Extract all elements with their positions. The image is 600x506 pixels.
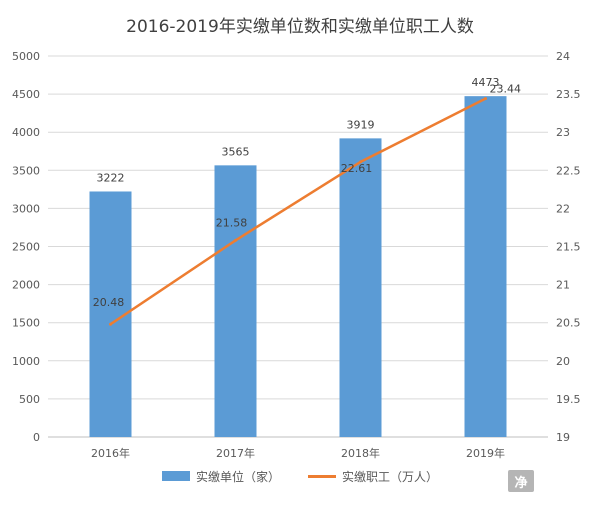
bar <box>214 165 257 438</box>
x-tick-label: 2019年 <box>466 446 505 460</box>
y-left-tick-label: 5000 <box>12 50 40 63</box>
line-series <box>109 97 487 326</box>
legend-line-label: 实缴职工（万人） <box>342 469 439 484</box>
line-point <box>109 322 112 326</box>
y-left-tick-label: 3500 <box>12 164 40 177</box>
bar-data-label: 3565 <box>222 145 250 158</box>
y-left-tick-label: 4000 <box>12 126 40 139</box>
y-right-tick-label: 19 <box>556 431 570 444</box>
y-right-tick-label: 19.5 <box>556 393 581 406</box>
y-left-tick-label: 3000 <box>12 202 40 215</box>
bar <box>464 96 507 437</box>
y-left-tick-label: 4500 <box>12 88 40 101</box>
x-tick-label: 2018年 <box>341 446 380 460</box>
x-tick-label: 2016年 <box>91 446 130 460</box>
legend-item-line-series: 实缴职工（万人） <box>308 468 438 485</box>
y-left-tick-label: 0 <box>33 431 40 444</box>
chart-title: 2016-2019年实缴单位数和实缴单位职工人数 <box>126 17 474 37</box>
y-right-tick-label: 22.5 <box>556 164 581 177</box>
y-right-tick-label: 24 <box>556 50 570 63</box>
chart-legend: 实缴单位（家） 实缴职工（万人） <box>0 466 600 486</box>
legend-line-swatch <box>308 474 336 478</box>
y-left-tick-label: 1000 <box>12 355 40 368</box>
y-right-tick-label: 23 <box>556 126 570 139</box>
y-left-tick-label: 2500 <box>12 241 40 254</box>
legend-bar-label: 实缴单位（家） <box>195 469 280 484</box>
line-point <box>234 238 237 242</box>
y-right-tick-label: 22 <box>556 202 570 215</box>
chart-canvas: 2016-2019年实缴单位数和实缴单位职工人数 0 500 1000 1500 2000… <box>12 17 581 460</box>
watermark-logo: 净 <box>508 470 534 492</box>
line-data-label: 21.58 <box>216 216 248 229</box>
bar-data-label: 4473 <box>472 76 500 89</box>
y-left-tick-label: 2000 <box>12 279 40 292</box>
line-data-label: 20.48 <box>93 296 125 309</box>
bar-data-label: 3222 <box>97 171 125 184</box>
legend-bar-swatch <box>161 471 190 481</box>
y-right-tick-label: 21.5 <box>556 241 581 254</box>
x-tick-label: 2017年 <box>216 446 255 460</box>
y-left-tick-label: 500 <box>19 393 40 406</box>
legend-item-bar-series: 实缴单位（家） <box>161 468 280 485</box>
y-left-tick-label: 1500 <box>12 317 40 330</box>
line-data-label: 22.61 <box>341 162 373 175</box>
y-right-tick-label: 20.5 <box>556 317 581 330</box>
line-point <box>484 97 487 101</box>
y-right-tick-label: 21 <box>556 279 570 292</box>
line-data-label: 23.44 <box>490 83 522 96</box>
y-right-tick-label: 23.5 <box>556 88 581 101</box>
line-point <box>359 160 362 164</box>
bar <box>339 138 382 437</box>
y-right-tick-label: 20 <box>556 355 570 368</box>
bar-data-label: 3919 <box>347 118 375 131</box>
